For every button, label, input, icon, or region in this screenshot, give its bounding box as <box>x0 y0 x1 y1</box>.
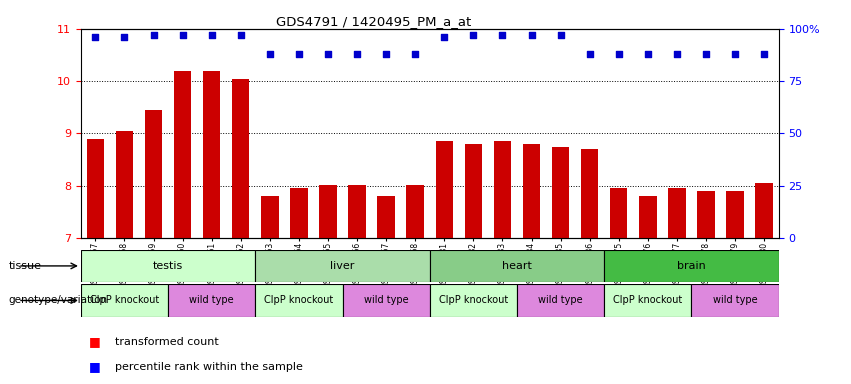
Text: wild type: wild type <box>364 295 408 306</box>
Bar <box>378 196 395 238</box>
Text: wild type: wild type <box>190 295 234 306</box>
Text: liver: liver <box>330 261 355 271</box>
Text: tissue: tissue <box>9 261 42 271</box>
Text: wild type: wild type <box>713 295 757 306</box>
Point <box>554 32 568 38</box>
Point <box>380 51 393 57</box>
Point <box>292 51 306 57</box>
Point <box>641 51 654 57</box>
Point <box>495 32 509 38</box>
Bar <box>465 144 482 238</box>
Bar <box>581 149 598 238</box>
Bar <box>697 191 715 238</box>
Point <box>728 51 742 57</box>
Bar <box>255 284 342 317</box>
Point <box>146 32 160 38</box>
Bar <box>756 183 773 238</box>
Bar <box>639 196 657 238</box>
Bar <box>116 131 133 238</box>
Point <box>117 34 131 40</box>
Bar <box>523 144 540 238</box>
Point <box>205 32 219 38</box>
Bar <box>668 189 686 238</box>
Bar <box>348 185 366 238</box>
Bar <box>610 189 627 238</box>
Point <box>234 32 248 38</box>
Bar <box>430 250 604 282</box>
Bar <box>319 185 337 238</box>
Point <box>321 51 334 57</box>
Text: ■: ■ <box>89 335 101 348</box>
Bar <box>81 284 168 317</box>
Point <box>437 34 451 40</box>
Point <box>263 51 277 57</box>
Text: ■: ■ <box>89 360 101 373</box>
Bar <box>517 284 604 317</box>
Bar <box>145 110 163 238</box>
Bar <box>494 141 511 238</box>
Text: transformed count: transformed count <box>115 337 219 347</box>
Bar <box>436 141 453 238</box>
Point <box>700 51 713 57</box>
Text: genotype/variation: genotype/variation <box>9 295 107 306</box>
Bar <box>174 71 191 238</box>
Point <box>670 51 683 57</box>
Text: ClpP knockout: ClpP knockout <box>90 295 159 306</box>
Point <box>583 51 597 57</box>
Point <box>351 51 364 57</box>
Bar <box>232 78 249 238</box>
Text: ClpP knockout: ClpP knockout <box>265 295 334 306</box>
Point <box>466 32 480 38</box>
Bar <box>87 139 104 238</box>
Point <box>525 32 539 38</box>
Point <box>612 51 625 57</box>
Bar <box>290 189 308 238</box>
Bar <box>81 250 255 282</box>
Bar <box>261 196 278 238</box>
Point <box>89 34 102 40</box>
Bar <box>604 284 691 317</box>
Bar <box>168 284 255 317</box>
Point <box>408 51 422 57</box>
Text: testis: testis <box>153 261 183 271</box>
Point <box>757 51 771 57</box>
Bar <box>342 284 430 317</box>
Text: wild type: wild type <box>539 295 583 306</box>
Point <box>176 32 190 38</box>
Text: ClpP knockout: ClpP knockout <box>614 295 683 306</box>
Bar <box>727 191 744 238</box>
Bar <box>692 284 779 317</box>
Bar <box>407 185 424 238</box>
Bar <box>430 284 517 317</box>
Bar <box>203 71 220 238</box>
Bar <box>551 147 569 238</box>
Text: brain: brain <box>677 261 705 271</box>
Bar <box>255 250 430 282</box>
Text: heart: heart <box>502 261 532 271</box>
Bar <box>604 250 779 282</box>
Text: ClpP knockout: ClpP knockout <box>439 295 508 306</box>
Text: percentile rank within the sample: percentile rank within the sample <box>115 362 303 372</box>
Title: GDS4791 / 1420495_PM_a_at: GDS4791 / 1420495_PM_a_at <box>277 15 471 28</box>
